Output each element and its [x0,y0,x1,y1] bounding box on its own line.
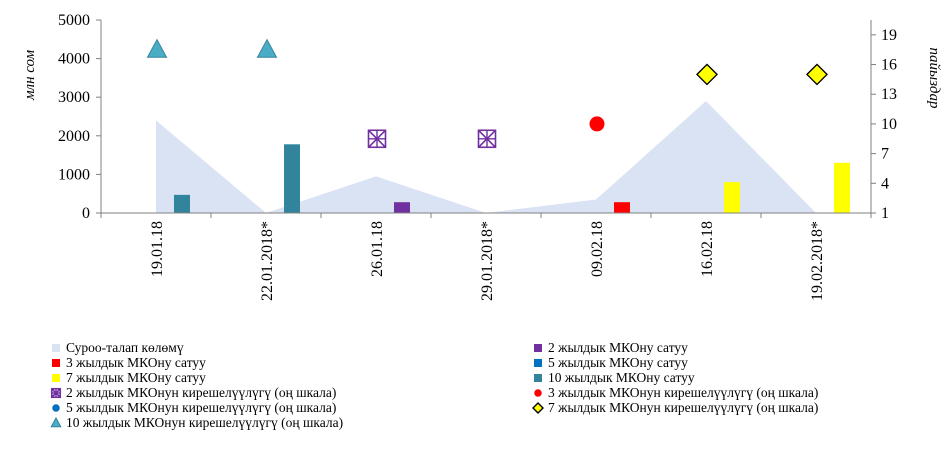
yield-marker-1-4 [589,116,605,132]
legend-label-2: 3 жылдык МКОну сатуу [66,355,206,370]
legend-bar-swatch-3 [52,374,60,382]
y-tick-label-4: 4000 [58,51,90,68]
legend-item-6: 2 жылдык МКОнун кирешелүүлүгү (оң шкала) [50,385,336,401]
y-tick-label-1: 1000 [58,166,90,183]
legend-item-7: 3 жылдык МКОнун кирешелүүлүгү (оң шкала) [532,385,818,401]
legend-label-1: 2 жылдык МКОну сатуу [548,340,688,355]
bar-4-1 [284,144,300,213]
legend-swatch-5 [534,374,542,382]
legend-item-8: 5 жылдык МКОнун кирешелүүлүгү (оң шкала) [50,400,336,416]
legend-item-9: 7 жылдык МКОнун кирешелүүлүгү (оң шкала) [532,400,818,416]
x-tick-label-6: 19.02.2018* [809,221,826,301]
y-axis-title: млн сом [22,50,38,102]
legend-swatch-0 [52,344,60,352]
legend-swatch-2 [52,359,60,367]
legend-marker-3 [532,402,544,414]
legend-label-7: 3 жылдык МКОнун кирешелүүлүгү (оң шкала) [548,385,819,400]
legend-label-3: 5 жылдык МКОну сатуу [548,355,688,370]
legend-label-5: 10 жылдык МКОну сатуу [548,370,695,385]
legend-item-0: Суроо-талап көлөмү [50,340,184,356]
legend-swatch-7 [534,389,542,397]
legend-bar-swatch-4 [534,374,542,382]
legend-label-0: Суроо-талап көлөмү [66,340,184,355]
yield-marker-3-5 [696,63,718,86]
legend-marker-2 [52,404,60,412]
legend-swatch-9 [532,402,544,414]
y-tick-label-0: 0 [82,205,90,222]
legend-label-10: 10 жылдык МКОнун кирешелүүлүгү (оң шкала… [66,415,344,430]
y2-axis-title: пайыздар [926,48,942,109]
legend-item-5: 10 жылдык МКОну сатуу [532,370,695,386]
y2-tick-label-0: 1 [881,205,889,222]
legend-label-9: 7 жылдык МКОнун кирешелүүлүгү (оң шкала) [548,400,819,415]
legend-item-3: 5 жылдык МКОну сатуу [532,355,688,371]
legend-bar-swatch-2 [534,359,542,367]
chart: 0 1000 2000 3000 4000 5000 1 4 7 10 13 16 19 19.01.18… [22,12,942,301]
x-tick-label-0: 19.01.18 [149,221,166,277]
y2-tick-label-1: 4 [881,175,889,192]
legend-bar-swatch-0 [534,344,542,352]
yield-marker-0-3 [477,129,497,149]
y2-tick-label-2: 7 [881,146,889,163]
legend-item-4: 7 жылдык МКОну сатуу [50,370,206,386]
legend-swatch-1 [534,344,542,352]
legend-label-6: 2 жылдык МКОнун кирешелүүлүгү (оң шкала) [66,385,337,400]
y-tick-label-5: 5000 [58,12,90,29]
legend-area-swatch [52,344,60,352]
legend-label-4: 7 жылдык МКОну сатуу [66,370,206,385]
bar-4-0 [174,194,190,213]
chart-legend: Суроо-талап көлөмү 2 жылдык МКОну сатуу 3 … [0,340,951,457]
y-tick-label-2: 2000 [58,128,90,145]
x-tick-label-2: 26.01.18 [369,221,386,277]
y2-tick-label-5: 16 [881,57,897,74]
legend-swatch-6 [50,387,62,399]
legend-item-2: 3 жылдык МКОну сатуу [50,355,206,371]
bar-3-5 [724,182,740,213]
yield-marker-3-6 [806,63,828,86]
bar-1-4 [614,202,630,213]
x-tick-label-3: 29.01.2018* [479,221,496,301]
y2-tick-label-3: 10 [881,116,897,133]
x-tick-label-5: 16.02.18 [699,221,716,277]
legend-marker-0 [50,387,62,399]
area-demand-volume [156,101,816,213]
bar-3-6 [834,162,850,213]
legend-swatch-4 [52,374,60,382]
y2-tick-label-6: 19 [881,27,897,44]
yield-marker-4-0 [146,38,168,58]
legend-item-10: 10 жылдык МКОнун кирешелүүлүгү (оң шкала… [50,415,343,431]
legend-marker-1 [534,389,542,397]
x-tick-label-1: 22.01.2018* [259,221,276,301]
x-tick-label-4: 09.02.18 [589,221,606,277]
yield-marker-0-2 [367,129,387,149]
legend-marker-4 [50,417,62,428]
legend-bar-swatch-1 [52,359,60,367]
legend-swatch-10 [50,417,62,428]
legend-item-1: 2 жылдык МКОну сатуу [532,340,688,356]
legend-swatch-3 [534,359,542,367]
yield-marker-4-1 [256,38,278,58]
y2-tick-label-4: 13 [881,86,897,103]
legend-label-8: 5 жылдык МКОнун кирешелүүлүгү (оң шкала) [66,400,337,415]
legend-swatch-8 [52,404,60,412]
y-tick-label-3: 3000 [58,89,90,106]
bar-0-2 [394,202,410,213]
